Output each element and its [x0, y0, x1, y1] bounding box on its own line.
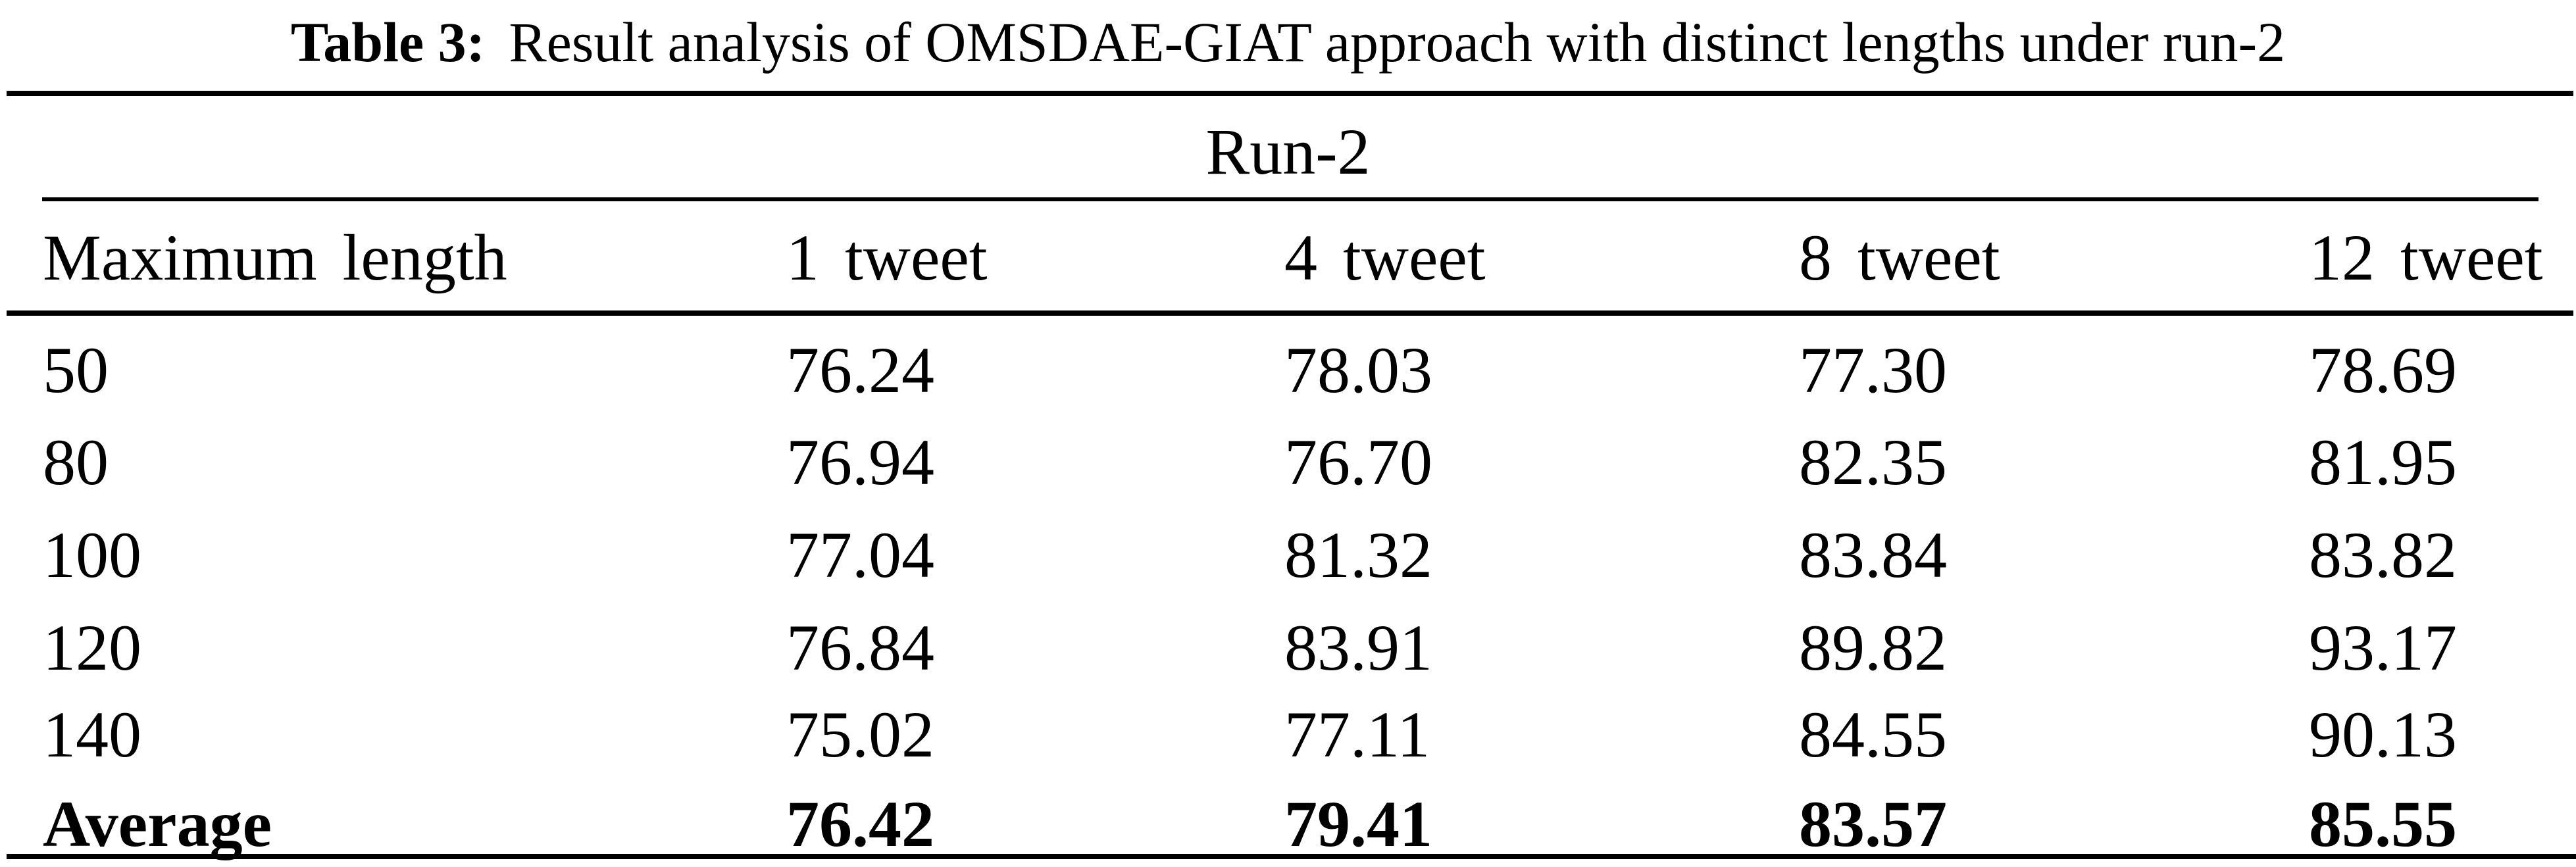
- cell: 89.82: [1799, 611, 1947, 684]
- cell: 77.11: [1284, 698, 1430, 771]
- cell: 76.42: [786, 787, 934, 860]
- cell: 75.02: [786, 698, 934, 771]
- table-top-rule: [7, 91, 2573, 96]
- cell: 93.17: [2309, 611, 2457, 684]
- cell: 90.13: [2309, 698, 2457, 771]
- cell: 81.95: [2309, 426, 2457, 499]
- cell: 83.57: [1799, 787, 1947, 860]
- table-row: 120 76.84 83.91 89.82 93.17: [0, 615, 2576, 681]
- table-span-header: Run-2: [1205, 115, 1371, 188]
- table-caption-label: Table 3:: [290, 11, 486, 74]
- cell: 78.03: [1284, 334, 1432, 407]
- table-row: 140 75.02 77.11 84.55 90.13: [0, 702, 2576, 768]
- cell: 83.84: [1799, 518, 1947, 591]
- cell: 82.35: [1799, 426, 1947, 499]
- cell: 76.70: [1284, 426, 1432, 499]
- cell: 76.94: [786, 426, 934, 499]
- row-label: 100: [43, 518, 141, 591]
- table-caption-text: Result analysis of OMSDAE-GIAT approach …: [509, 11, 2286, 74]
- cell: 79.41: [1284, 787, 1432, 860]
- row-label: 80: [43, 426, 109, 499]
- cell: 78.69: [2309, 334, 2457, 407]
- cell: 81.32: [1284, 518, 1432, 591]
- header-rule: [7, 310, 2573, 316]
- cell: 83.82: [2309, 518, 2457, 591]
- row-label: 140: [43, 698, 141, 771]
- cell: 84.55: [1799, 698, 1947, 771]
- table-row: 50 76.24 78.03 77.30 78.69: [0, 337, 2576, 403]
- row-label: 120: [43, 611, 141, 684]
- row-label: Average: [43, 787, 272, 860]
- cell: 76.24: [786, 334, 934, 407]
- column-header-4-tweet: 4 tweet: [1284, 221, 1486, 294]
- table-bottom-rule: [7, 854, 2576, 859]
- cell: 77.30: [1799, 334, 1947, 407]
- column-header-1-tweet: 1 tweet: [786, 221, 988, 294]
- cell: 85.55: [2309, 787, 2457, 860]
- column-header-8-tweet: 8 tweet: [1799, 221, 2000, 294]
- table-row-average: Average 76.42 79.41 83.57 85.55: [0, 791, 2576, 857]
- table-header-row: Maximum length 1 tweet 4 tweet 8 tweet 1…: [0, 225, 2576, 291]
- table-row: 100 77.04 81.32 83.84 83.82: [0, 522, 2576, 588]
- row-label: 50: [43, 334, 109, 407]
- table-row: 80 76.94 76.70 82.35 81.95: [0, 430, 2576, 495]
- cell: 83.91: [1284, 611, 1432, 684]
- cell: 77.04: [786, 518, 934, 591]
- table-caption: Table 3: Result analysis of OMSDAE-GIAT a…: [0, 14, 2576, 70]
- column-header-12-tweet: 12 tweet: [2309, 221, 2543, 294]
- cell: 76.84: [786, 611, 934, 684]
- column-header-maximum-length: Maximum length: [43, 221, 507, 294]
- span-header-rule: [42, 197, 2538, 201]
